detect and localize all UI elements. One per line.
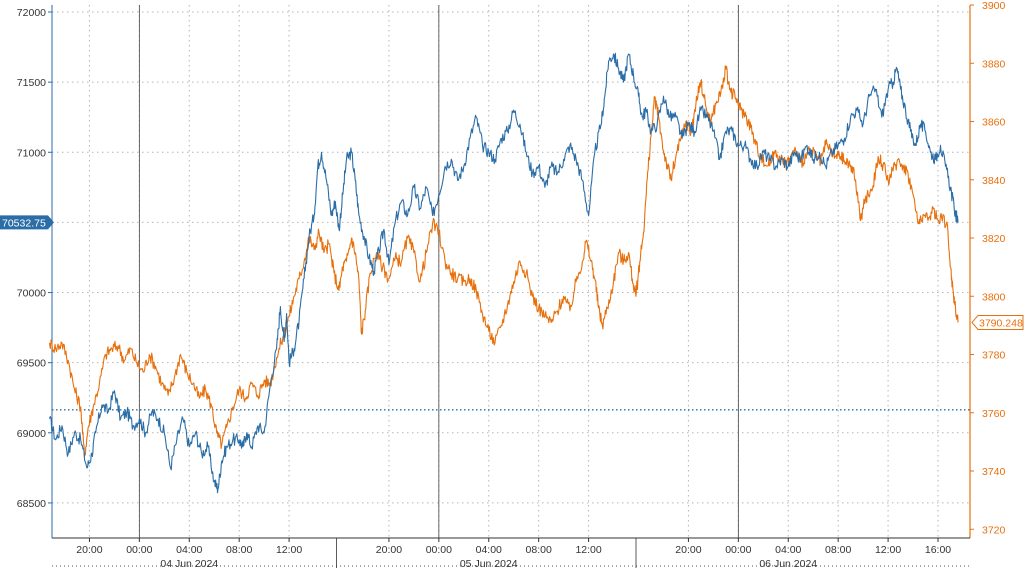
right-tick-label-3: 3780 xyxy=(982,350,1006,362)
right-tick-label-1: 3740 xyxy=(982,466,1006,478)
right-last-value-badge: 3790.248 xyxy=(971,314,1024,330)
left-tick-label-5: 71000 xyxy=(17,147,46,159)
right-badge-shape xyxy=(971,314,1024,330)
date-label-2: 06 Jun 2024 xyxy=(759,558,817,570)
right-tick-label-0: 3720 xyxy=(982,524,1006,536)
x-tick-label-1: 00:00 xyxy=(126,544,152,556)
x-tick-label-8: 08:00 xyxy=(526,544,552,556)
x-axis-ticks: 20:00 00:00 04:00 08:00 12:00 20:00 00:00 04:00… xyxy=(76,538,951,570)
series-group xyxy=(48,52,959,494)
left-badge-shape xyxy=(0,215,54,230)
right-tick-label-4: 3800 xyxy=(982,291,1006,303)
x-tick-label-14: 12:00 xyxy=(875,544,901,556)
x-tick-label-6: 00:00 xyxy=(426,544,452,556)
x-tick-label-2: 04:00 xyxy=(176,544,202,556)
right-tick-label-2: 3760 xyxy=(982,408,1006,420)
x-tick-label-7: 04:00 xyxy=(476,544,502,556)
left-tick-label-7: 72000 xyxy=(17,7,46,19)
left-tick-label-6: 71500 xyxy=(17,77,46,89)
date-label-1: 05 Jun 2024 xyxy=(460,558,518,570)
x-tick-label-15: 16:00 xyxy=(925,544,951,556)
day-dividers xyxy=(138,5,739,538)
right-axis-ticks: 3720 3740 3760 3780 3800 3820 3840 3860 3880 3900 xyxy=(970,0,1006,536)
right-badge-label: 3790.248 xyxy=(979,317,1023,329)
left-tick-label-1: 69000 xyxy=(17,428,46,440)
left-tick-label-0: 68500 xyxy=(17,498,46,510)
x-tick-label-5: 20:00 xyxy=(376,544,402,556)
axes xyxy=(51,5,971,567)
x-tick-label-11: 00:00 xyxy=(725,544,751,556)
left-tick-label-3: 70000 xyxy=(17,288,46,300)
series-line-right xyxy=(48,65,959,457)
right-tick-label-8: 3880 xyxy=(982,58,1006,70)
right-tick-label-9: 3900 xyxy=(982,0,1006,12)
x-tick-label-10: 20:00 xyxy=(675,544,701,556)
right-tick-label-6: 3840 xyxy=(982,175,1006,187)
left-badge-label: 70532.75 xyxy=(2,217,46,229)
x-tick-label-12: 04:00 xyxy=(775,544,801,556)
x-tick-label-4: 12:00 xyxy=(276,544,302,556)
date-label-0: 04 Jun 2024 xyxy=(160,558,218,570)
right-tick-label-5: 3820 xyxy=(982,233,1006,245)
left-last-value-badge: 70532.75 xyxy=(0,215,54,230)
last-value-badges: 70532.75 3790.248 xyxy=(0,215,1024,330)
left-tick-label-2: 69500 xyxy=(17,358,46,370)
x-tick-label-3: 08:00 xyxy=(226,544,252,556)
x-tick-label-13: 08:00 xyxy=(825,544,851,556)
x-tick-label-9: 12:00 xyxy=(575,544,601,556)
x-tick-label-0: 20:00 xyxy=(76,544,102,556)
right-tick-label-7: 3860 xyxy=(982,117,1006,129)
series-line-left xyxy=(48,52,959,494)
